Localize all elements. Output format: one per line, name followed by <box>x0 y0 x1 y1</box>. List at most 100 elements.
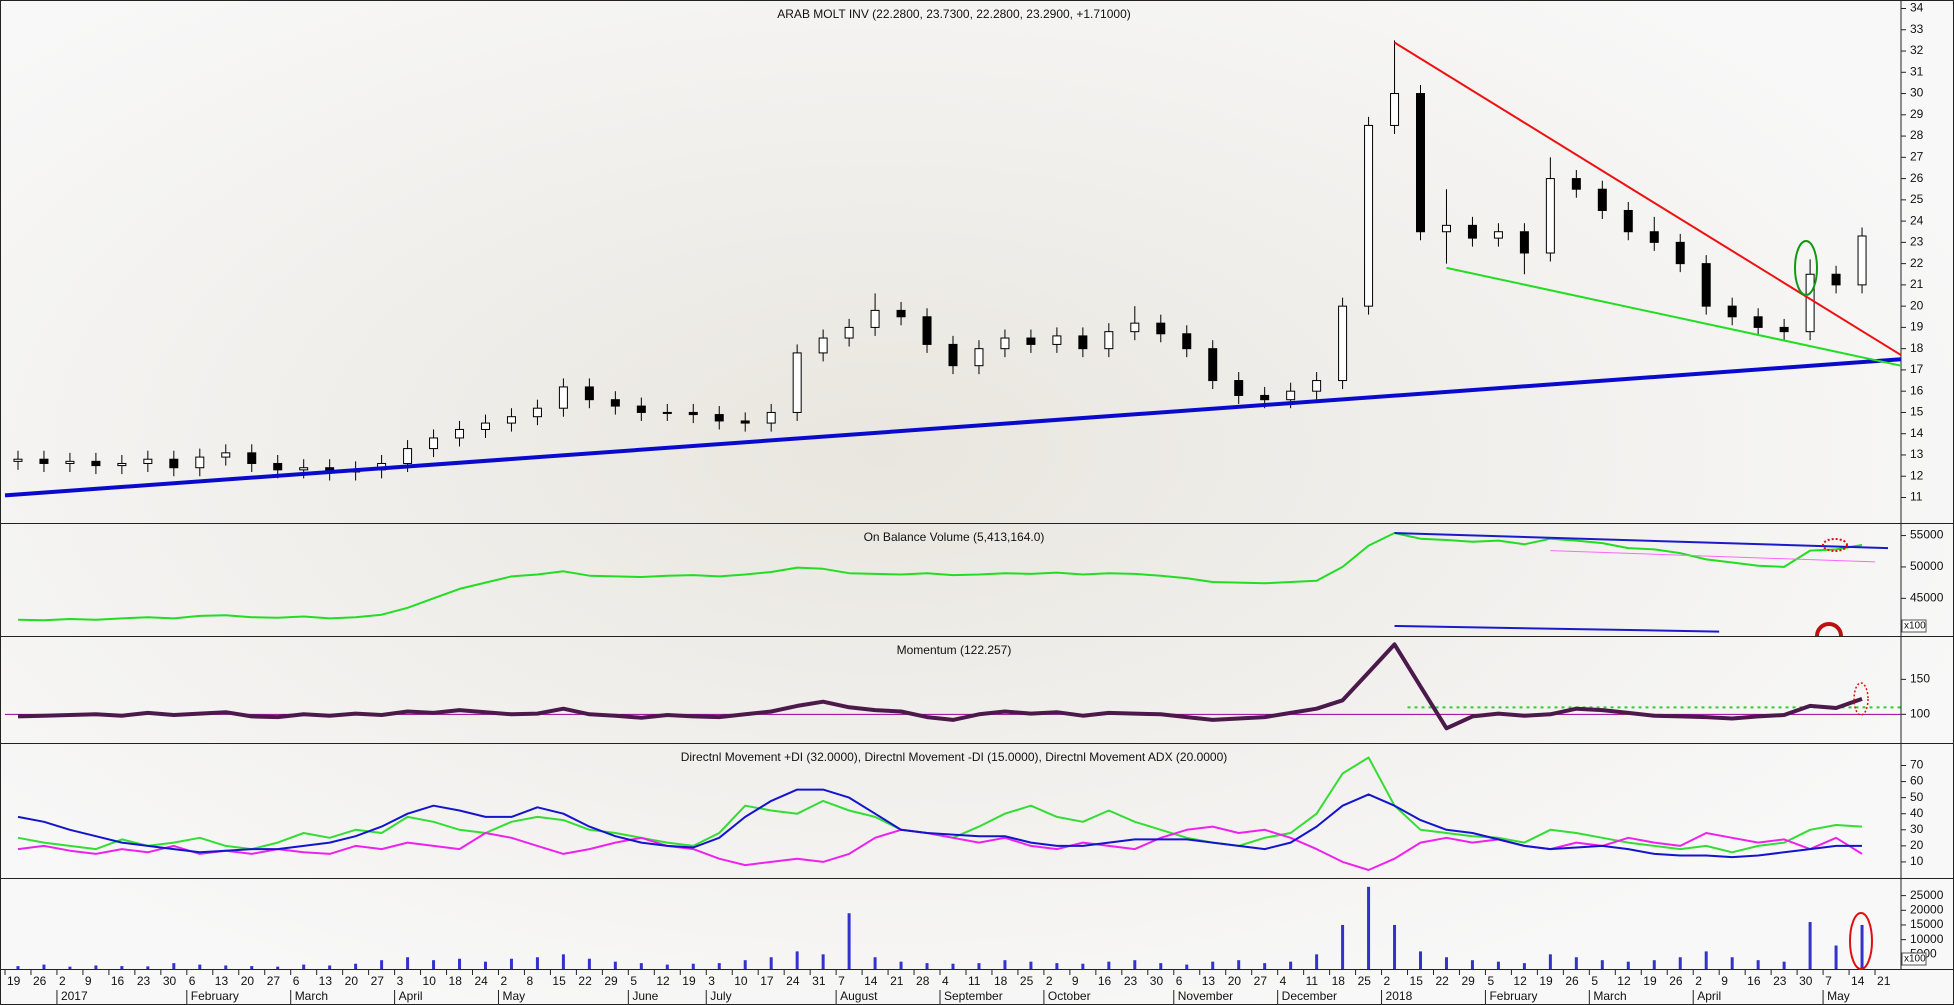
x-tick-label: 2 <box>500 974 507 988</box>
x-tick-label: 9 <box>1721 974 1728 988</box>
candle-body <box>1183 334 1191 349</box>
volume-bar <box>510 959 513 969</box>
y-tick-label: 33 <box>1910 22 1924 36</box>
candle-body <box>1442 225 1450 231</box>
y-tick-label: 19 <box>1910 320 1924 334</box>
month-label: 2017 <box>61 989 88 1003</box>
volume-bar <box>458 959 461 969</box>
x-tick-label: 20 <box>1228 974 1242 988</box>
x-tick-label: 21 <box>890 974 904 988</box>
volume-bar <box>718 963 721 969</box>
candle-body <box>1806 274 1814 331</box>
y-tick-label: 55000 <box>1910 528 1944 542</box>
volume-bar <box>1341 925 1344 969</box>
volume-bar <box>484 962 487 969</box>
volume-bar <box>822 954 825 969</box>
x-tick-label: 12 <box>656 974 670 988</box>
candle-body <box>1027 338 1035 344</box>
x-tick-label: 31 <box>812 974 826 988</box>
candle-body <box>533 408 541 417</box>
candle-body <box>300 468 308 470</box>
volume-bar <box>1055 963 1058 969</box>
volume-bar <box>1133 960 1136 969</box>
volume-bar <box>1367 887 1370 969</box>
candle-body <box>1676 242 1684 263</box>
panel-title: Directnl Movement +DI (32.0000), Directn… <box>681 750 1228 764</box>
x-tick-label: 2 <box>1046 974 1053 988</box>
candle-body <box>585 387 593 400</box>
x-tick-label: 12 <box>1617 974 1631 988</box>
volume-bar <box>1549 954 1552 969</box>
candle-body <box>767 412 775 423</box>
volume-bar <box>1783 962 1786 969</box>
candle-body <box>196 457 204 468</box>
volume-bar <box>432 960 435 969</box>
candle-body <box>1728 306 1736 317</box>
candle-body <box>118 463 126 465</box>
x-tick-label: 17 <box>760 974 774 988</box>
candle-body <box>170 459 178 468</box>
volume-bar <box>1185 965 1188 969</box>
volume-bar <box>666 965 669 969</box>
volume-bar <box>1289 962 1292 969</box>
x-tick-label: 7 <box>1825 974 1832 988</box>
month-label: May <box>502 989 525 1003</box>
candle-body <box>1053 336 1061 345</box>
y-tick-label: 100 <box>1910 706 1930 720</box>
y-tick-label: 32 <box>1910 43 1924 57</box>
candle-body <box>248 453 256 464</box>
x-tick-label: 13 <box>1202 974 1216 988</box>
volume-bar <box>250 966 253 969</box>
candle-body <box>741 421 749 423</box>
candle-body <box>1832 274 1840 285</box>
volume-bar <box>16 966 19 969</box>
x-tick-label: 23 <box>1124 974 1138 988</box>
month-label: March <box>1593 989 1626 1003</box>
volume-bar <box>1679 957 1682 969</box>
volume-bar <box>380 960 383 969</box>
x-tick-label: 2 <box>59 974 66 988</box>
candle-body <box>1417 94 1425 232</box>
month-label: June <box>632 989 658 1003</box>
volume-bar <box>1731 957 1734 969</box>
x-tick-label: 16 <box>111 974 125 988</box>
x-tick-label: 13 <box>215 974 229 988</box>
candle-body <box>923 317 931 345</box>
month-label: October <box>1048 989 1091 1003</box>
y-tick-label: 150 <box>1910 672 1930 686</box>
volume-bar <box>354 964 357 969</box>
volume-bar <box>588 959 591 969</box>
volume-bar <box>1601 960 1604 969</box>
candle-body <box>92 461 100 465</box>
x-tick-label: 25 <box>1358 974 1372 988</box>
y-tick-label: 24 <box>1910 213 1924 227</box>
volume-bar <box>68 967 71 969</box>
y-tick-label: 31 <box>1910 64 1924 78</box>
candle-body <box>1520 232 1528 253</box>
y-tick-label: 27 <box>1910 149 1924 163</box>
y-tick-label: 15000 <box>1910 917 1944 931</box>
candle-body <box>1494 232 1502 238</box>
month-label: August <box>840 989 878 1003</box>
volume-bar <box>1393 925 1396 969</box>
volume-bar <box>770 957 773 969</box>
y-tick-label: 17 <box>1910 362 1924 376</box>
y-tick-label: 25000 <box>1910 888 1944 902</box>
candle-body <box>1209 349 1217 381</box>
x-tick-label: 27 <box>371 974 385 988</box>
volume-bar <box>328 965 331 969</box>
candle-body <box>559 387 567 408</box>
volume-bar <box>874 957 877 969</box>
x-tick-label: 20 <box>241 974 255 988</box>
volume-bar <box>952 964 955 969</box>
x-tick-label: 5 <box>630 974 637 988</box>
month-label: November <box>1178 989 1233 1003</box>
y-tick-label: 29 <box>1910 107 1924 121</box>
candle-body <box>222 453 230 457</box>
month-label: February <box>191 989 239 1003</box>
x-tick-label: 22 <box>1435 974 1449 988</box>
y-tick-label: 23 <box>1910 235 1924 249</box>
x-tick-label: 26 <box>1565 974 1579 988</box>
x-tick-label: 6 <box>1176 974 1183 988</box>
month-label: February <box>1489 989 1537 1003</box>
